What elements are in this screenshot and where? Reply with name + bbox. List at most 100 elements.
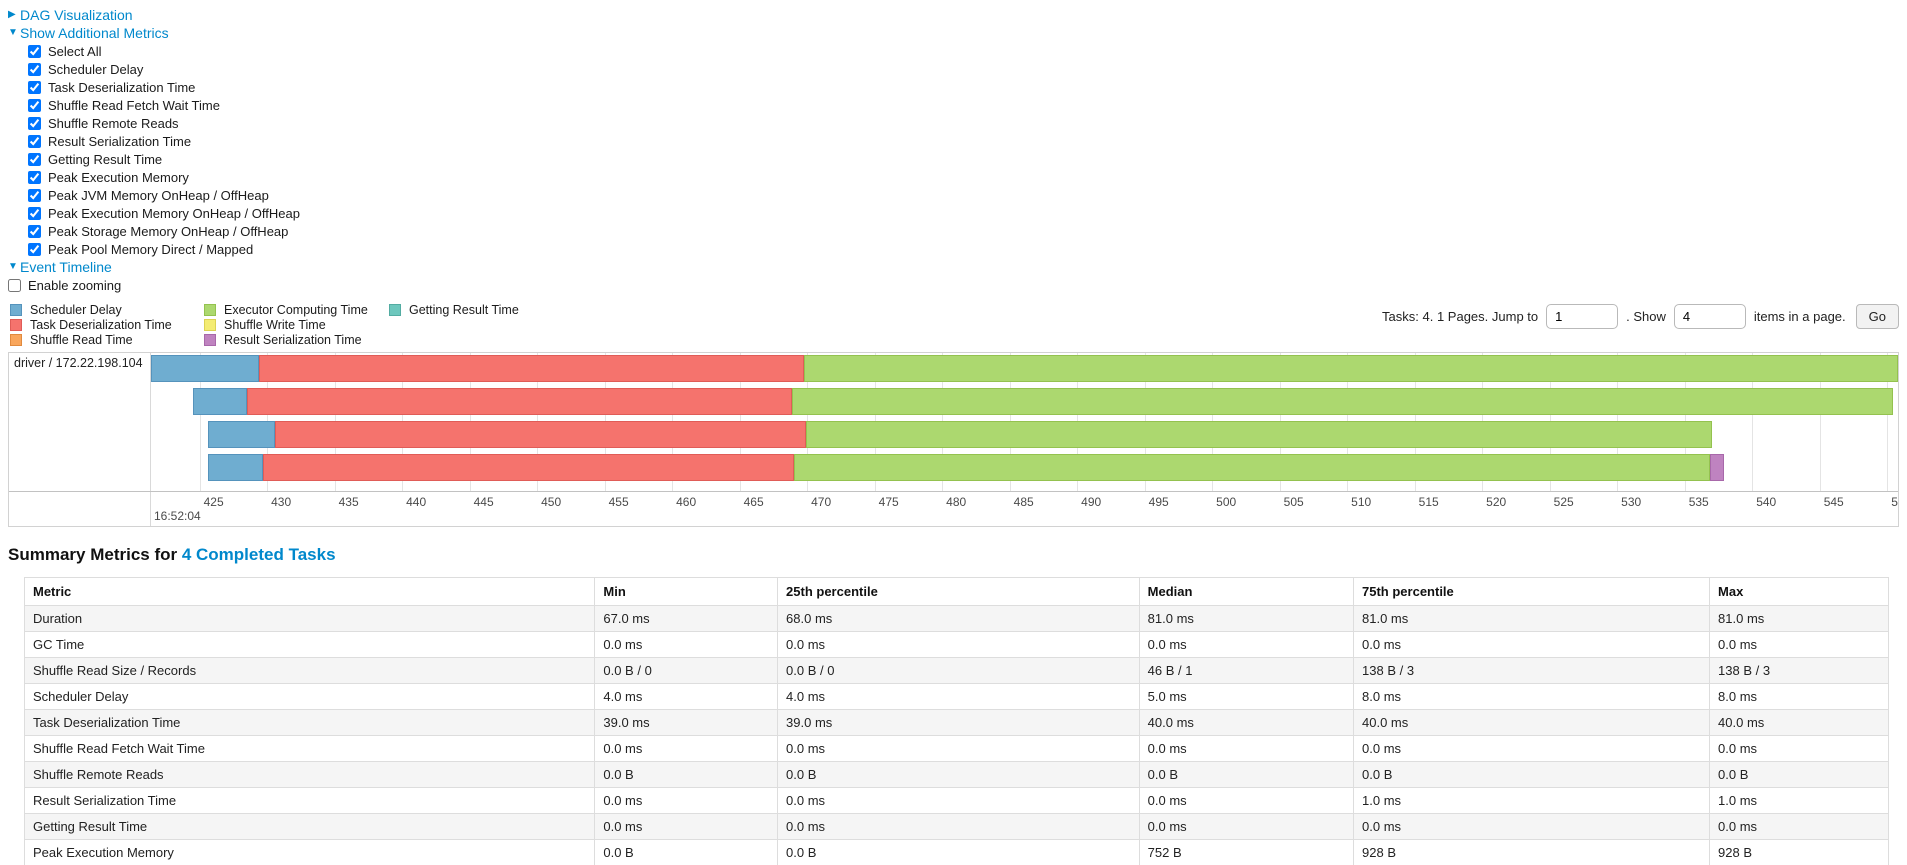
metric-checkbox[interactable] [28, 44, 41, 58]
axis-tick-label: 525 [1553, 495, 1574, 509]
metric-checkbox-row[interactable]: Shuffle Remote Reads [8, 114, 1899, 132]
axis-tick-label: 450 [541, 495, 562, 509]
task-bar-segment-executor-computing[interactable] [792, 388, 1893, 415]
metric-checkbox-row[interactable]: Scheduler Delay [8, 60, 1899, 78]
show-count-input[interactable] [1673, 304, 1746, 329]
value-cell: 8.0 ms [1709, 683, 1889, 710]
jump-to-page-input[interactable] [1546, 304, 1619, 329]
metric-checkbox-row[interactable]: Select All [8, 42, 1899, 60]
value-cell: 0.0 ms [1353, 735, 1711, 762]
summary-table-header: Metric Min 25th percentile Median 75th perce… [23, 577, 1889, 606]
legend-swatch-icon [389, 303, 401, 316]
metric-checkbox-row[interactable]: Peak Execution Memory [8, 168, 1899, 186]
event-timeline-toggle[interactable]: ▼ Event Timeline [8, 258, 1899, 276]
event-timeline-chart: driver / 172.22.198.104 425 430 435 440 445 4… [8, 352, 1899, 527]
gridline [199, 353, 201, 491]
caret-down-icon: ▼ [8, 27, 18, 38]
metric-checkbox[interactable] [28, 188, 41, 202]
task-bar-segment-task-deserialization[interactable] [246, 388, 793, 415]
metric-checkbox[interactable] [28, 80, 41, 94]
metric-checkbox-label: Getting Result Time [48, 151, 163, 167]
axis-tick-label: 505 [1283, 495, 1304, 509]
axis-tick-label: 465 [743, 495, 764, 509]
executor-row-label: driver / 172.22.198.104 [9, 353, 151, 491]
metric-name-cell: Scheduler Delay [23, 683, 596, 710]
value-cell: 928 B [1709, 839, 1889, 865]
axis-tick-label: 540 [1756, 495, 1777, 509]
metric-checkbox-row[interactable]: Getting Result Time [8, 150, 1899, 168]
axis-tick-label: 520 [1486, 495, 1507, 509]
dag-visualization-label: DAG Visualization [20, 7, 133, 23]
value-cell: 0.0 ms [777, 787, 1140, 814]
legend-label: Scheduler Delay [30, 302, 122, 317]
show-additional-metrics-toggle[interactable]: ▼ Show Additional Metrics [8, 24, 1899, 42]
legend-swatch-icon [10, 333, 22, 346]
task-bar-segment-executor-computing[interactable] [793, 454, 1711, 481]
value-cell: 0.0 ms [777, 813, 1140, 840]
metric-checkbox-row[interactable]: Peak Pool Memory Direct / Mapped [8, 240, 1899, 258]
metric-checkbox[interactable] [28, 170, 41, 184]
value-cell: 1.0 ms [1709, 787, 1889, 814]
metric-checkbox-row[interactable]: Task Deserialization Time [8, 78, 1899, 96]
value-cell: 40.0 ms [1353, 709, 1711, 736]
value-cell: 0.0 B / 0 [777, 657, 1140, 684]
legend-column: Scheduler Delay Task Deserialization Time… [10, 302, 204, 347]
metric-checkbox[interactable] [28, 242, 41, 256]
value-cell: 0.0 B [777, 761, 1140, 788]
task-bar-segment-task-deserialization[interactable] [259, 355, 805, 382]
metric-name-cell: Getting Result Time [23, 813, 596, 840]
axis-tick-label: 510 [1351, 495, 1372, 509]
task-bar-segment-scheduler-delay[interactable] [207, 454, 264, 481]
summary-metrics-table: Metric Min 25th percentile Median 75th perce… [23, 577, 1889, 865]
metric-checkbox-row[interactable]: Peak JVM Memory OnHeap / OffHeap [8, 186, 1899, 204]
task-bar-segment-task-deserialization[interactable] [263, 454, 794, 481]
metric-checkbox-row[interactable]: Peak Execution Memory OnHeap / OffHeap [8, 204, 1899, 222]
metric-checkbox[interactable] [28, 62, 41, 76]
completed-tasks-link[interactable]: 4 Completed Tasks [181, 545, 336, 564]
value-cell: 0.0 B [594, 839, 779, 865]
legend-item: Shuffle Write Time [204, 317, 389, 332]
timeline-plot[interactable] [151, 353, 1898, 491]
metric-checkbox-row[interactable]: Peak Storage Memory OnHeap / OffHeap [8, 222, 1899, 240]
table-row: Result Serialization Time 0.0 ms 0.0 ms 0.0… [23, 787, 1889, 814]
task-bar-segment-scheduler-delay[interactable] [192, 388, 247, 415]
task-bar-segment-executor-computing[interactable] [805, 421, 1712, 448]
metric-checkbox[interactable] [28, 206, 41, 220]
table-row: GC Time 0.0 ms 0.0 ms 0.0 ms 0.0 ms 0.0 ms [23, 631, 1889, 658]
task-bar-segment-scheduler-delay[interactable] [151, 355, 259, 382]
task-bar-segment-task-deserialization[interactable] [275, 421, 806, 448]
value-cell: 0.0 ms [1709, 735, 1889, 762]
pagination-suffix-text: items in a page. [1753, 309, 1846, 324]
show-additional-metrics-label: Show Additional Metrics [20, 25, 169, 41]
metric-checkbox[interactable] [28, 152, 41, 166]
metric-checkbox[interactable] [28, 224, 41, 238]
metric-checkbox-row[interactable]: Result Serialization Time [8, 132, 1899, 150]
value-cell: 752 B [1138, 839, 1355, 865]
axis-area: 425 430 435 440 445 450 455 460 465 470 475 480 485 4… [151, 492, 1898, 526]
metric-checkbox-label: Result Serialization Time [48, 133, 192, 149]
metric-checkbox-row[interactable]: Shuffle Read Fetch Wait Time [8, 96, 1899, 114]
enable-zooming-row[interactable]: Enable zooming [8, 276, 1899, 294]
legend-item: Result Serialization Time [204, 332, 389, 347]
axis-tick-label: 430 [271, 495, 292, 509]
task-bar-segment-executor-computing[interactable] [804, 355, 1898, 382]
metric-checkbox[interactable] [28, 98, 41, 112]
column-header: Metric [23, 577, 596, 606]
header-row: Metric Min 25th percentile Median 75th perce… [23, 577, 1889, 606]
event-timeline-label: Event Timeline [20, 259, 112, 275]
axis-major-label: 16:52:04 [154, 509, 201, 523]
go-button[interactable]: Go [1855, 304, 1899, 329]
enable-zooming-checkbox[interactable] [8, 278, 21, 292]
value-cell: 1.0 ms [1353, 787, 1711, 814]
axis-tick-label: 490 [1081, 495, 1102, 509]
axis-tick-label: 495 [1148, 495, 1169, 509]
task-bar-segment-scheduler-delay[interactable] [207, 421, 276, 448]
metric-checkbox[interactable] [28, 116, 41, 130]
value-cell: 0.0 ms [1138, 735, 1355, 762]
metric-checkbox[interactable] [28, 134, 41, 148]
dag-visualization-toggle[interactable]: ▶ DAG Visualization [8, 6, 1899, 24]
legend-label: Result Serialization Time [224, 332, 362, 347]
metric-checkbox-label: Peak Execution Memory OnHeap / OffHeap [48, 205, 300, 221]
value-cell: 0.0 ms [777, 735, 1140, 762]
task-bar-segment-result-serialization[interactable] [1710, 454, 1724, 481]
